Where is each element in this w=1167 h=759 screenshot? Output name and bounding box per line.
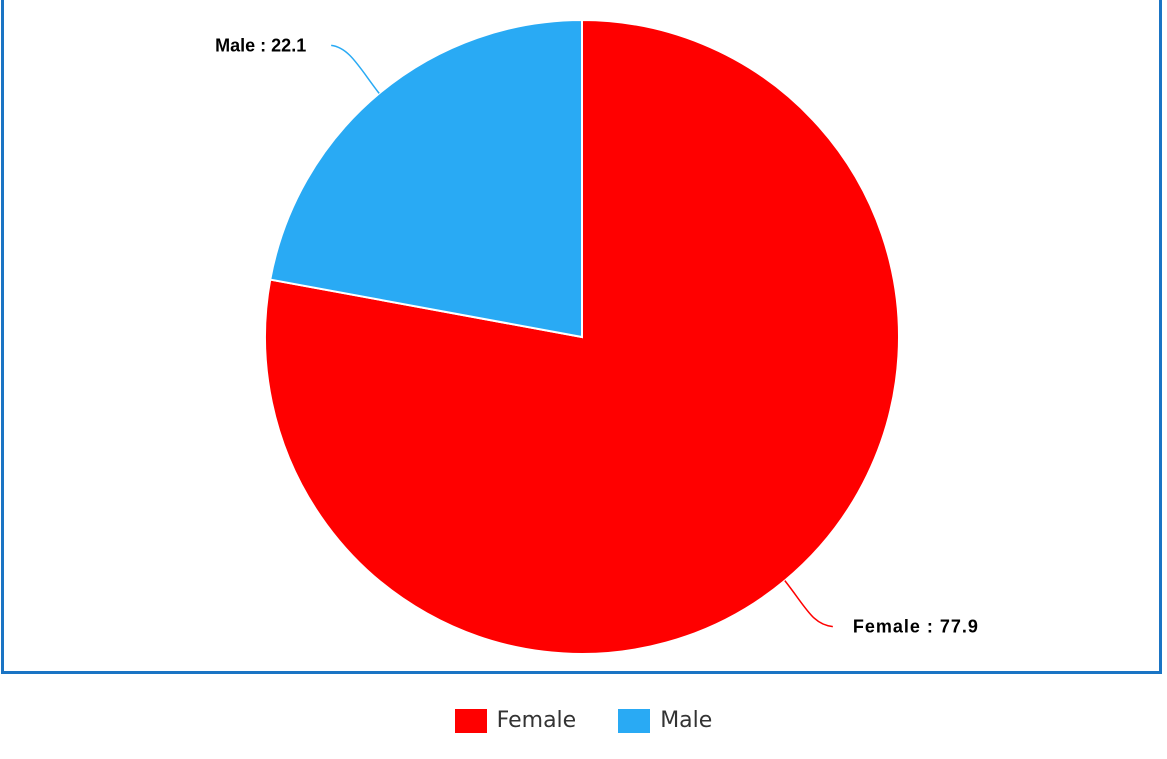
legend-label-male: Male bbox=[660, 708, 713, 733]
legend-swatch-male bbox=[618, 708, 651, 733]
pie-labels: Male : 22.1 Female : 77.9 bbox=[215, 35, 979, 637]
legend-item-male[interactable]: Male bbox=[618, 708, 712, 733]
female-leader-line bbox=[784, 580, 833, 628]
male-leader-line bbox=[331, 44, 380, 94]
pie-slices bbox=[264, 18, 900, 655]
pie-slice-female[interactable] bbox=[264, 18, 900, 655]
legend-swatch-female bbox=[454, 708, 487, 733]
male-data-label: Male : 22.1 bbox=[215, 35, 306, 55]
legend: Female Male bbox=[0, 708, 1167, 733]
pie-chart: Male : 22.1 Female : 77.9 bbox=[215, 18, 979, 655]
pie-slice-male[interactable] bbox=[269, 18, 583, 339]
legend-item-female[interactable]: Female bbox=[454, 708, 577, 733]
legend-label-female: Female bbox=[496, 708, 577, 733]
female-data-label: Female : 77.9 bbox=[853, 617, 979, 637]
